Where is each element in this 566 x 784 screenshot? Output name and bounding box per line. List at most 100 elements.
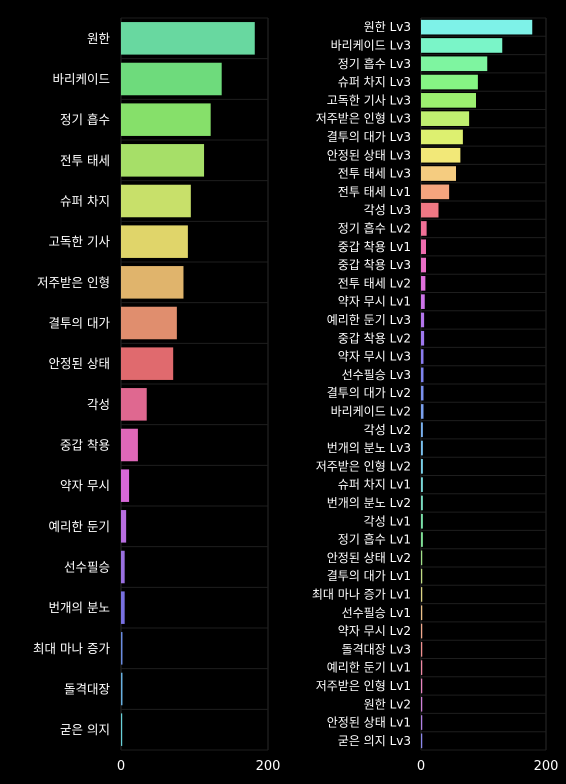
right-bar-5: [421, 111, 470, 126]
right-category-label-12: 중갑 착용 Lv1: [338, 240, 411, 254]
left-category-label-2: 정기 흡수: [60, 112, 110, 127]
right-bar-33: [421, 623, 423, 639]
right-category-label-14: 전투 태세 Lv2: [338, 276, 411, 290]
right-category-label-24: 저주받은 인형 Lv2: [316, 459, 411, 473]
right-bar-14: [421, 276, 426, 291]
right-category-label-4: 고독한 기사 Lv3: [327, 93, 411, 107]
right-category-label-28: 정기 흡수 Lv1: [338, 533, 411, 547]
right-category-label-13: 중갑 착용 Lv3: [338, 258, 411, 272]
right-bar-18: [421, 349, 424, 364]
right-category-label-21: 바리케이드 Lv2: [331, 404, 411, 418]
right-bar-32: [421, 605, 423, 621]
right-category-label-0: 원한 Lv3: [364, 20, 411, 34]
left-category-label-12: 예리한 둔기: [49, 519, 110, 534]
left-category-label-13: 선수필승: [64, 560, 110, 575]
left-category-label-9: 각성: [87, 397, 110, 412]
right-category-label-20: 결투의 대가 Lv2: [327, 386, 411, 400]
left-category-label-4: 슈퍼 차지: [60, 194, 110, 209]
right-x-tick-label-0: 0: [417, 759, 425, 774]
right-category-label-2: 정기 흡수 Lv3: [338, 57, 411, 71]
right-bar-26: [421, 495, 423, 511]
left-bar-15: [121, 632, 123, 665]
left-category-label-3: 전투 태세: [60, 153, 110, 168]
right-bar-25: [421, 477, 423, 492]
left-category-label-1: 바리케이드: [52, 72, 110, 87]
left-category-label-15: 최대 마나 증가: [33, 641, 110, 656]
right-category-label-26: 번개의 분노 Lv2: [327, 496, 411, 510]
left-category-label-11: 약자 무시: [60, 478, 110, 493]
left-bar-17: [121, 713, 123, 746]
right-bar-22: [421, 422, 423, 438]
right-category-label-32: 선수필승 Lv1: [342, 606, 411, 620]
left-bar-9: [121, 388, 147, 421]
right-bar-2: [421, 56, 488, 72]
left-category-label-8: 안정된 상태: [49, 356, 110, 371]
left-bar-14: [121, 591, 125, 624]
right-bar-28: [421, 532, 423, 547]
left-bar-16: [121, 672, 123, 706]
right-category-label-22: 각성 Lv2: [364, 423, 411, 437]
left-category-label-5: 고독한 기사: [49, 234, 111, 249]
left-bar-4: [121, 184, 191, 218]
right-category-label-15: 약자 무시 Lv1: [338, 294, 411, 309]
right-bar-11: [421, 221, 427, 236]
right-bar-38: [421, 715, 423, 730]
right-bar-34: [421, 642, 423, 657]
right-category-label-9: 전투 태세 Lv1: [338, 185, 411, 199]
chart-right: 원한 Lv3 바리케이드 Lv3 정기 흡수 Lv3 슈퍼 차지 Lv3 고독한 기사 …: [312, 17, 559, 774]
right-category-label-31: 최대 마나 증가 Lv1: [312, 587, 411, 601]
right-bar-20: [421, 385, 424, 401]
left-x-tick-label-1: 200: [256, 759, 281, 774]
right-bar-15: [421, 294, 425, 309]
right-category-label-37: 원한 Lv2: [364, 697, 411, 711]
left-category-label-17: 굳은 의지: [60, 722, 110, 737]
right-category-label-29: 안정된 상태 Lv2: [327, 551, 411, 565]
right-category-label-39: 굳은 의지 Lv3: [338, 734, 411, 748]
right-bar-27: [421, 513, 423, 529]
right-bar-39: [421, 733, 423, 749]
right-category-label-33: 약자 무시 Lv2: [338, 623, 411, 638]
right-bar-31: [421, 587, 423, 602]
right-bar-23: [421, 440, 423, 456]
right-category-label-27: 각성 Lv1: [364, 514, 411, 528]
right-category-label-3: 슈퍼 차지 Lv3: [338, 75, 411, 89]
left-bar-1: [121, 62, 222, 96]
right-bar-17: [421, 330, 425, 346]
right-category-label-19: 선수필승 Lv3: [342, 368, 411, 382]
right-category-label-18: 약자 무시 Lv3: [338, 349, 411, 364]
left-bar-5: [121, 225, 188, 258]
left-bar-6: [121, 266, 184, 299]
right-bar-10: [421, 202, 439, 218]
left-category-label-7: 결투의 대가: [49, 316, 111, 331]
right-bar-3: [421, 74, 478, 90]
left-bar-11: [121, 469, 130, 502]
right-bar-4: [421, 93, 476, 108]
left-bar-10: [121, 428, 138, 462]
right-bar-6: [421, 129, 463, 145]
left-bar-3: [121, 144, 205, 177]
right-category-label-11: 정기 흡수 Lv2: [338, 221, 411, 235]
right-bar-8: [421, 166, 456, 181]
right-bar-30: [421, 568, 423, 584]
right-bar-7: [421, 147, 461, 163]
right-category-label-16: 예리한 둔기 Lv3: [327, 313, 411, 327]
left-x-tick-label-0: 0: [117, 759, 125, 774]
right-category-label-6: 결투의 대가 Lv3: [327, 130, 411, 144]
left-bar-8: [121, 347, 174, 380]
right-category-label-10: 각성 Lv3: [364, 203, 411, 217]
right-bar-0: [421, 19, 533, 35]
right-category-label-35: 예리한 둔기 Lv1: [327, 661, 411, 675]
right-category-label-34: 돌격대장 Lv3: [342, 642, 411, 656]
right-category-label-38: 안정된 상태 Lv1: [327, 716, 411, 730]
left-bar-12: [121, 510, 127, 543]
right-bar-24: [421, 459, 423, 474]
right-bar-9: [421, 184, 450, 200]
right-bar-37: [421, 696, 423, 712]
right-bar-19: [421, 367, 424, 383]
right-bar-1: [421, 38, 503, 53]
right-x-tick-label-1: 200: [534, 759, 559, 774]
right-bar-35: [421, 660, 423, 675]
right-bar-16: [421, 312, 425, 328]
